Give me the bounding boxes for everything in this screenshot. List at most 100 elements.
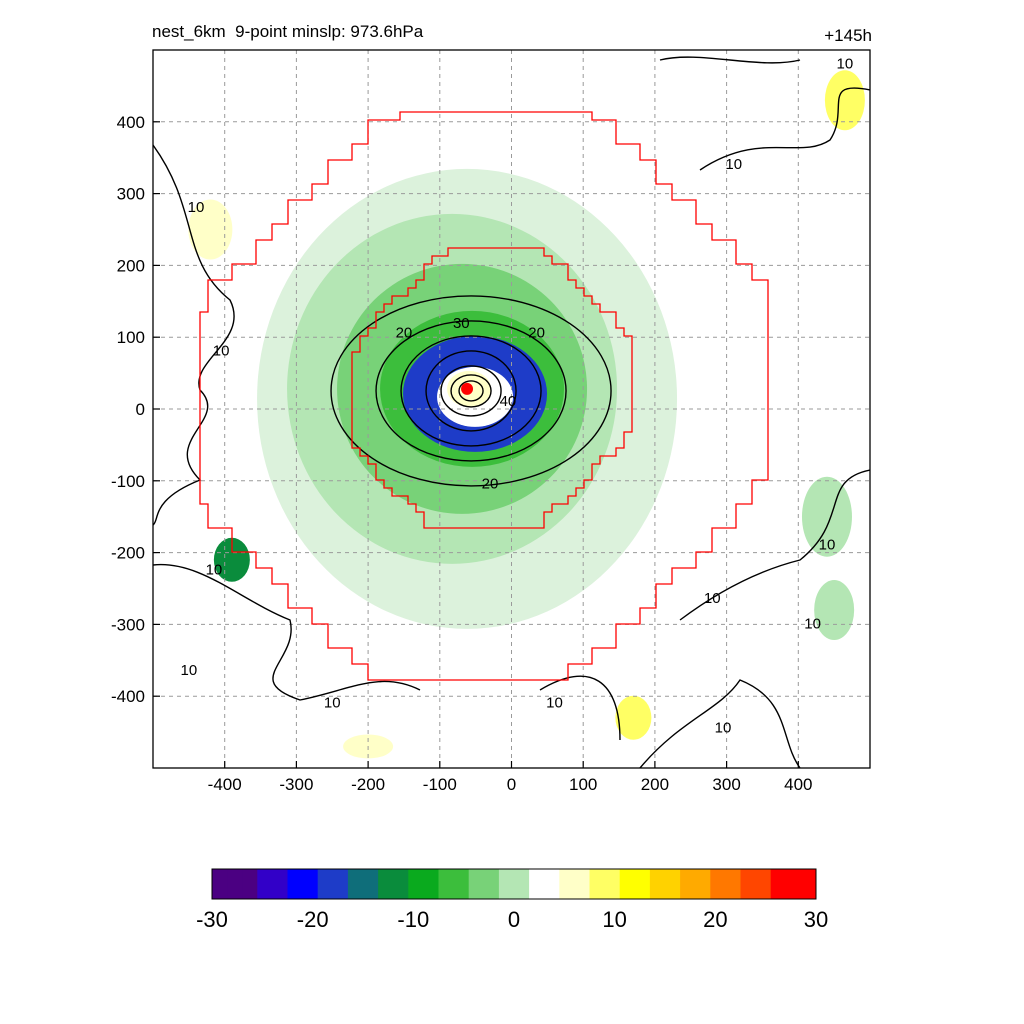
- colorbar-swatch: [529, 869, 545, 899]
- contour-line: [440, 365, 502, 417]
- colorbar-swatch: [408, 869, 424, 899]
- contour-line: [659, 56, 801, 64]
- colorbar-swatch: [498, 869, 515, 899]
- contour-label: 30: [453, 315, 470, 332]
- colorbar-tick-label: 0: [508, 907, 520, 932]
- colorbar-swatch: [770, 869, 787, 899]
- chart-title: nest_6km 9-point minslp: 973.6hPa: [152, 22, 424, 41]
- colorbar-swatch: [212, 869, 228, 899]
- colorbar-swatch: [453, 869, 470, 899]
- colorbar-swatch: [242, 869, 258, 899]
- inner-domain-boundary: [351, 247, 633, 529]
- x-tick-label: -400: [208, 775, 242, 794]
- y-tick-label: 0: [136, 400, 145, 419]
- y-tick-label: -100: [111, 472, 145, 491]
- colorbar-swatch: [363, 869, 379, 899]
- contour-label: 10: [324, 694, 341, 711]
- shading-layer: [188, 70, 865, 759]
- contour-label: 20: [528, 325, 545, 342]
- contour-label: 10: [213, 343, 230, 360]
- contour-line: [639, 679, 801, 768]
- x-tick-label: 200: [641, 775, 669, 794]
- x-tick-label: -300: [279, 775, 313, 794]
- colorbar-swatch: [378, 869, 394, 899]
- colorbar-swatch: [423, 869, 439, 899]
- domain-layer: [199, 111, 769, 681]
- colorbar-swatch: [680, 869, 696, 899]
- contour-line: [400, 335, 542, 447]
- colorbar-swatch: [710, 869, 726, 899]
- colorbar-swatch: [514, 869, 530, 899]
- contour-line: [450, 374, 492, 408]
- colorbar-swatch: [347, 869, 364, 899]
- x-tick-label: -200: [351, 775, 385, 794]
- colorbar-swatch: [544, 869, 560, 899]
- contour-line: [375, 320, 567, 462]
- colorbar-swatch: [317, 869, 334, 899]
- contour-label: 10: [206, 562, 223, 579]
- contour-line: [458, 380, 484, 402]
- shading-region: [213, 537, 250, 582]
- contour-line: [679, 469, 870, 621]
- contour-layer: [153, 56, 870, 768]
- colorbar-frame: [211, 868, 817, 900]
- contour-line: [425, 350, 517, 432]
- x-tick-label: 300: [712, 775, 740, 794]
- contour-label: 20: [482, 475, 499, 492]
- shading-region: [615, 695, 652, 740]
- contour-line: [153, 563, 421, 701]
- contour-label: 10: [804, 615, 821, 632]
- x-tick-label: 0: [507, 775, 516, 794]
- colorbar-swatch: [695, 869, 711, 899]
- colorbar-swatch: [332, 869, 349, 899]
- forecast-hour-label: +145h: [824, 26, 872, 45]
- contour-label: 10: [188, 199, 205, 216]
- y-tick-label: -300: [111, 615, 145, 634]
- colorbar-tick-label: 10: [602, 907, 626, 932]
- shading-region: [801, 476, 852, 557]
- colorbar-tick-label: -30: [196, 907, 228, 932]
- shading-region: [188, 199, 233, 260]
- contour-label: 10: [546, 694, 563, 711]
- colorbar-swatch: [227, 869, 243, 899]
- contour-label: 10: [837, 55, 854, 72]
- colorbar-swatch: [649, 869, 666, 899]
- x-tick-label: 400: [784, 775, 812, 794]
- contour-label: 10: [715, 719, 732, 736]
- colorbar-swatch: [665, 869, 681, 899]
- y-tick-label: -400: [111, 687, 145, 706]
- colorbar-swatch: [559, 869, 575, 899]
- colorbar-swatch: [574, 869, 590, 899]
- colorbar-swatch: [393, 869, 409, 899]
- colorbar-swatch: [302, 869, 319, 899]
- colorbar-swatch: [619, 869, 636, 899]
- contour-line: [539, 675, 621, 741]
- colorbar-swatch: [725, 869, 741, 899]
- colorbar-swatch: [755, 869, 772, 899]
- contour-label: 10: [819, 536, 836, 553]
- colorbar-tick-label: -10: [397, 907, 429, 932]
- y-tick-label: 400: [117, 113, 145, 132]
- contour-line: [330, 295, 612, 487]
- shading-region: [824, 70, 865, 131]
- y-tick-label: 200: [117, 256, 145, 275]
- y-tick-label: 300: [117, 185, 145, 204]
- colorbar-swatch: [634, 869, 651, 899]
- y-tick-label: -200: [111, 544, 145, 563]
- colorbar-swatch: [800, 869, 817, 899]
- outer-domain-boundary: [199, 111, 769, 681]
- colorbar-swatch: [740, 869, 757, 899]
- colorbar-tick-label: -20: [297, 907, 329, 932]
- contour-label-layer: 10 10 10 10 10 10 10 10 10 10 10 10 20 30 20 20 40: [181, 55, 854, 736]
- colorbar-swatch: [785, 869, 802, 899]
- colorbar-tick-label: 30: [804, 907, 828, 932]
- contour-label: 10: [725, 156, 742, 173]
- colorbar-swatch: [604, 869, 621, 899]
- colorbar-swatch: [257, 869, 273, 899]
- colorbar-swatch: [483, 869, 500, 899]
- contour-line: [699, 87, 870, 171]
- contour-label: 10: [704, 590, 721, 607]
- colorbar-swatch: [287, 869, 304, 899]
